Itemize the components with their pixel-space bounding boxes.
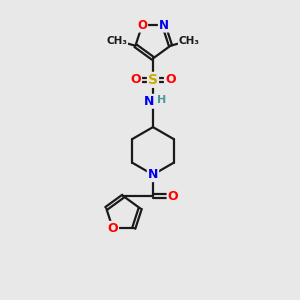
Text: O: O <box>130 74 141 86</box>
Text: N: N <box>159 19 169 32</box>
Text: O: O <box>165 74 175 86</box>
Text: H: H <box>157 95 167 105</box>
Text: CH₃: CH₃ <box>179 36 200 46</box>
Text: O: O <box>137 19 147 32</box>
Text: O: O <box>107 222 118 235</box>
Text: N: N <box>144 95 154 108</box>
Text: S: S <box>148 73 158 87</box>
Text: N: N <box>148 168 158 181</box>
Text: CH₃: CH₃ <box>106 36 127 46</box>
Text: O: O <box>168 190 178 202</box>
